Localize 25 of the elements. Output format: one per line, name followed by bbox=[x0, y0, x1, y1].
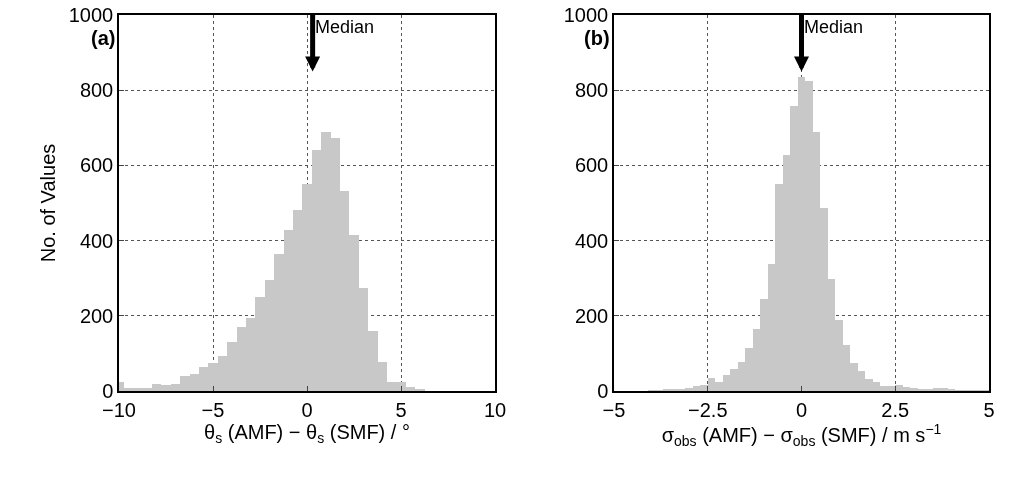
y-tick-label: 1000 bbox=[68, 4, 114, 26]
text: (a) bbox=[91, 27, 116, 49]
y-tick-label: 200 bbox=[574, 304, 609, 327]
y-axis-title: No. of Values bbox=[36, 143, 59, 263]
y-tick-label: 800 bbox=[79, 79, 114, 102]
x-axis-title: θ$_{s}$ (AMF) − θ$_{s}$ (SMF) / ° bbox=[204, 420, 410, 446]
y-tick-label: 400 bbox=[574, 229, 609, 252]
x-tick-label: 5 bbox=[983, 398, 995, 421]
x-tick-label: 0 bbox=[301, 398, 313, 421]
y-tick-label: 600 bbox=[574, 154, 609, 177]
x-tick-label: −2.5 bbox=[688, 398, 728, 421]
ref-line-label: Median bbox=[804, 17, 864, 37]
y-tick-label: 400 bbox=[79, 229, 114, 252]
x-axis-title: σ$_{obs}$ (AMF) − σ$_{obs}$ (SMF) / m s$^{−1}$ bbox=[661, 420, 942, 450]
y-tick-label: 200 bbox=[79, 304, 114, 327]
ref-line-label: Median bbox=[315, 17, 375, 37]
y-tick-label: 800 bbox=[574, 79, 609, 102]
x-tick-label: 10 bbox=[483, 398, 507, 421]
x-tick-label: 0 bbox=[795, 398, 808, 421]
x-tick-label: −5 bbox=[201, 398, 225, 421]
x-tick-label: 2.5 bbox=[881, 398, 910, 421]
y-tick-label: 600 bbox=[79, 154, 114, 177]
x-tick-label: 5 bbox=[395, 398, 407, 421]
y-tick-label: 1000 bbox=[563, 4, 609, 26]
text: (b) bbox=[584, 27, 610, 49]
